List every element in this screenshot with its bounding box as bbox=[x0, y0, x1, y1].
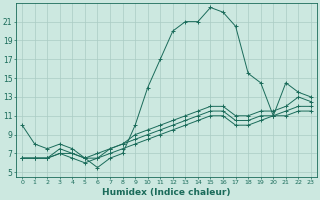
X-axis label: Humidex (Indice chaleur): Humidex (Indice chaleur) bbox=[102, 188, 231, 197]
